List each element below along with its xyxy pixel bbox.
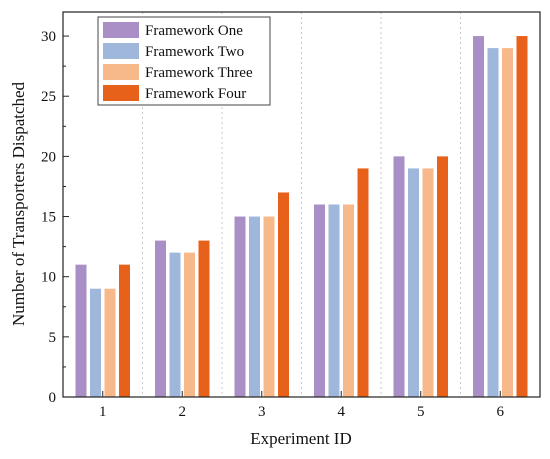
bar-framework-two-exp-3: [249, 216, 260, 397]
bar-framework-two-exp-5: [408, 168, 419, 397]
bar-framework-three-exp-1: [104, 288, 116, 397]
y-axis-title: Number of Transporters Dispatched: [9, 81, 28, 326]
bar-framework-four-exp-6: [516, 36, 528, 397]
legend-swatch: [103, 85, 139, 101]
x-tick-label: 3: [258, 404, 266, 420]
y-tick-label: 20: [41, 149, 56, 165]
bar-framework-two-exp-1: [90, 288, 101, 397]
y-axis: 0 5 10 15 20 25 30: [41, 29, 69, 406]
x-tick-label: 6: [497, 404, 505, 420]
y-tick-label: 5: [49, 330, 57, 346]
bar-framework-three-exp-4: [343, 204, 354, 397]
legend-swatch: [103, 43, 139, 59]
x-axis: 1 2 3 4 5 6: [99, 391, 505, 420]
bar-framework-three-exp-5: [422, 168, 434, 397]
legend-label: Framework Three: [145, 65, 253, 81]
bar-framework-four-exp-3: [278, 192, 289, 397]
x-tick-label: 5: [417, 404, 425, 420]
bar-framework-one-exp-5: [393, 156, 405, 397]
y-tick-label: 25: [41, 89, 56, 105]
bar-framework-one-exp-2: [155, 240, 166, 397]
x-tick-label: 1: [99, 404, 107, 420]
grid-lines: [142, 12, 461, 397]
bar-framework-two-exp-2: [169, 252, 181, 397]
legend-label: Framework Two: [145, 44, 244, 60]
x-tick-label: 4: [338, 404, 346, 420]
bars: [75, 36, 528, 397]
bar-framework-one-exp-1: [75, 264, 87, 397]
y-tick-label: 15: [41, 210, 56, 226]
bar-framework-four-exp-5: [437, 156, 448, 397]
bar-framework-one-exp-4: [314, 204, 325, 397]
legend-label: Framework Four: [145, 86, 246, 102]
x-axis-title: Experiment ID: [250, 429, 352, 448]
y-tick-label: 0: [49, 390, 57, 406]
legend-swatch: [103, 64, 139, 80]
bar-framework-three-exp-2: [184, 252, 195, 397]
bar-framework-four-exp-4: [357, 168, 369, 397]
bar-framework-one-exp-3: [234, 216, 246, 397]
legend-label: Framework One: [145, 23, 243, 39]
x-tick-label: 2: [179, 404, 187, 420]
bar-framework-four-exp-2: [198, 240, 210, 397]
plot-frame: [62, 11, 541, 398]
legend: Framework One Framework Two Framework Thre…: [97, 16, 271, 106]
y-tick-label: 10: [41, 270, 56, 286]
bar-framework-two-exp-4: [328, 204, 340, 397]
bar-framework-four-exp-1: [119, 264, 130, 397]
y-tick-label: 30: [41, 29, 56, 45]
legend-swatch: [103, 22, 139, 38]
bar-framework-two-exp-6: [487, 48, 499, 397]
bar-framework-one-exp-6: [473, 36, 484, 397]
bar-framework-three-exp-3: [263, 216, 275, 397]
bar-framework-three-exp-6: [502, 48, 513, 397]
